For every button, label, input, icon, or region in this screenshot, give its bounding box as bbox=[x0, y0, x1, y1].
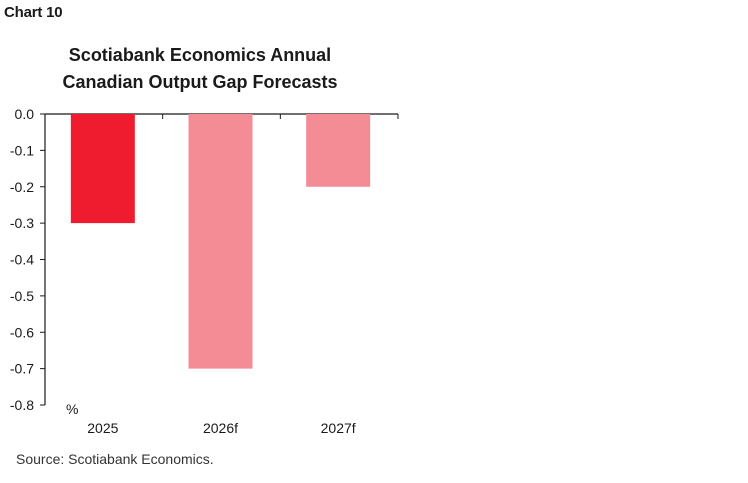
bar-2027f bbox=[306, 114, 371, 187]
chart-number-label: Chart 10 bbox=[4, 4, 63, 21]
x-tick-label: 2026f bbox=[203, 420, 238, 436]
x-tick-label: 2027f bbox=[321, 420, 356, 436]
y-tick-label: -0.6 bbox=[10, 324, 34, 340]
y-tick-label: -0.1 bbox=[10, 142, 34, 158]
y-tick-label: -0.4 bbox=[10, 252, 34, 268]
y-tick-label: -0.8 bbox=[10, 397, 34, 413]
y-tick-label: 0.0 bbox=[15, 106, 35, 122]
y-tick-label: -0.2 bbox=[10, 179, 34, 195]
y-tick-label: -0.3 bbox=[10, 215, 34, 231]
bar-2025 bbox=[70, 114, 135, 224]
chart-title-line-2: Canadian Output Gap Forecasts bbox=[62, 72, 338, 92]
y-tick-label: -0.7 bbox=[10, 361, 34, 377]
unit-label: % bbox=[66, 401, 78, 417]
x-tick-label: 2025 bbox=[87, 420, 118, 436]
source-note: Source: Scotiabank Economics. bbox=[16, 451, 214, 467]
chart-title-line-1: Scotiabank Economics Annual bbox=[68, 45, 332, 65]
bar-2026f bbox=[188, 114, 253, 369]
chart-title: Scotiabank Economics Annual Canadian Out… bbox=[0, 42, 400, 96]
y-tick-label: -0.5 bbox=[10, 288, 34, 304]
